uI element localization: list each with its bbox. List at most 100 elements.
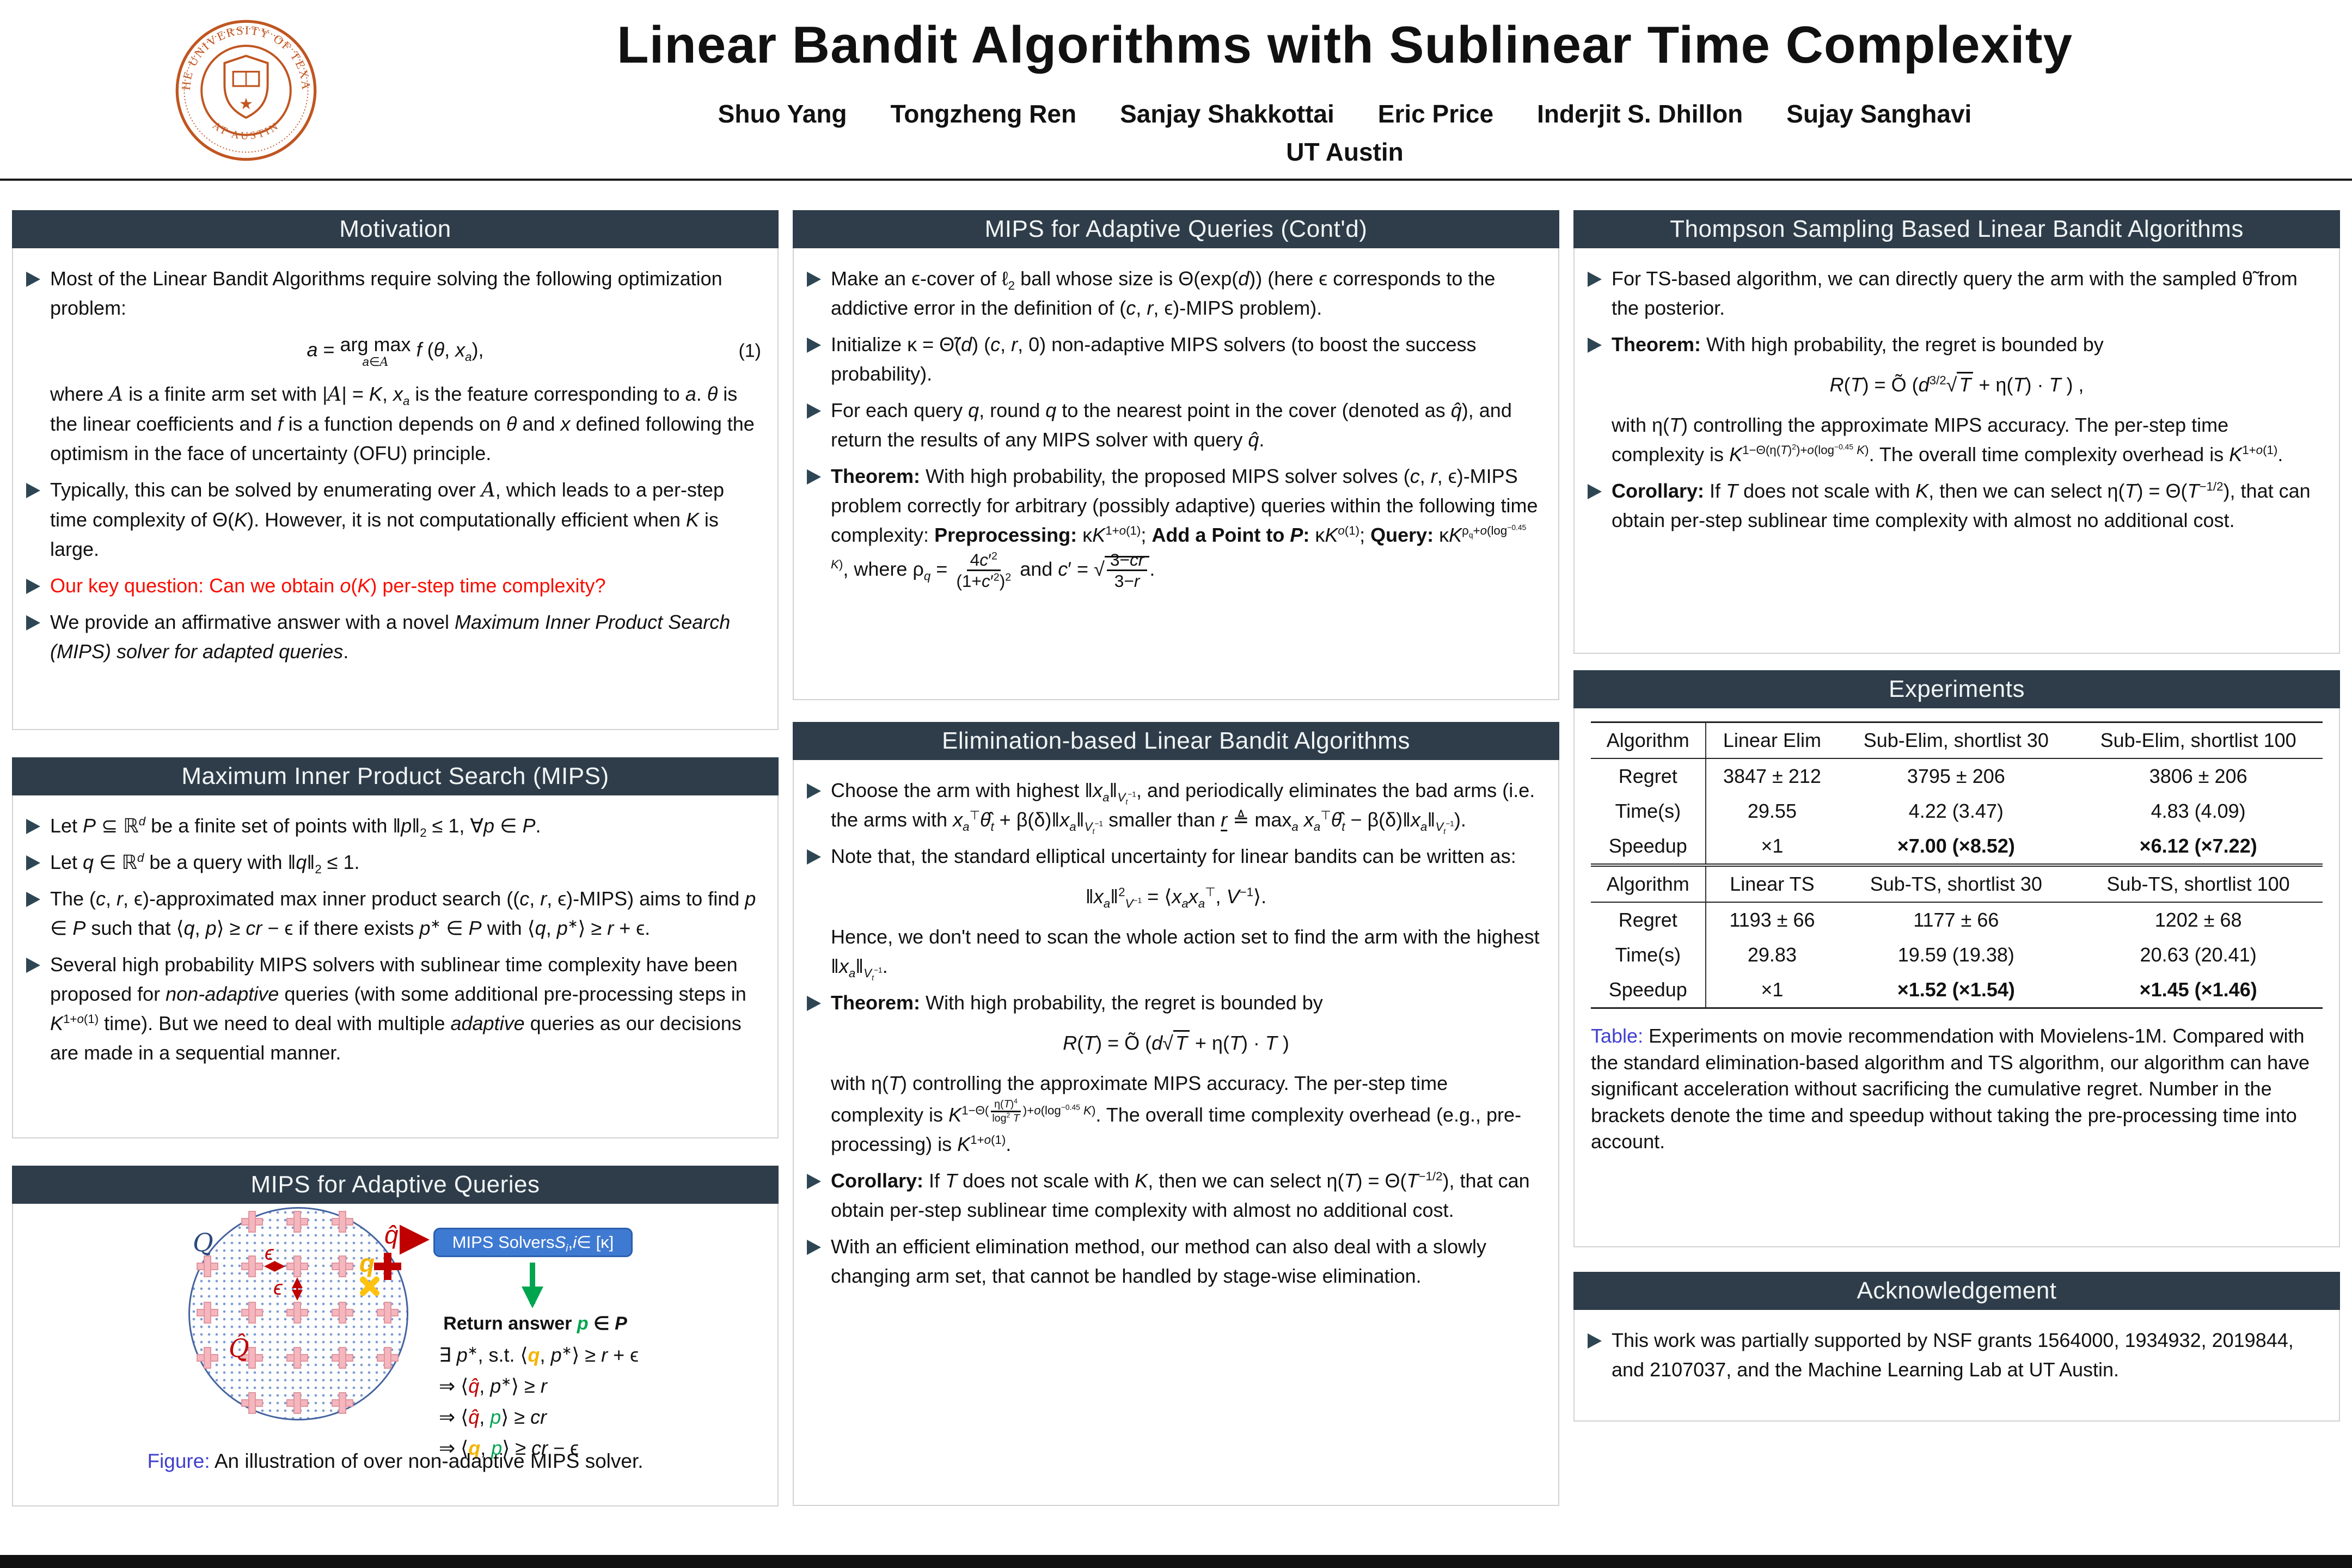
table-cell: 20.63 (20.41) xyxy=(2140,944,2257,966)
implication-line: ⇒ ⟨q̂, p∗⟩ ≥ r xyxy=(439,1374,547,1397)
cover-point-marker xyxy=(377,1347,399,1369)
content-row: For each query q, round q to the nearest… xyxy=(807,396,1545,455)
content-row: Theorem: With high probability, the regr… xyxy=(807,988,1545,1018)
table-cell: Time(s) xyxy=(1591,794,1706,829)
column-right: Thompson Sampling Based Linear Bandit Al… xyxy=(1573,210,2340,1422)
return-answer-text: Return answer p ∈ P xyxy=(443,1313,627,1334)
table-cell: 3795 ± 206 xyxy=(1907,765,2005,787)
table-caption-label: Table: xyxy=(1591,1025,1644,1047)
table-cell: Sub-TS, shortlist 30 xyxy=(1838,863,2074,903)
cover-point-marker xyxy=(377,1302,399,1324)
section-body-experiments: Algorithm Linear Elim Sub-Elim, shortlist … xyxy=(1573,708,2340,1247)
content-row: where A is a finite arm set with |A| = K… xyxy=(50,383,755,465)
table-cell: Linear Elim xyxy=(1705,721,1839,759)
content-row: Make an ϵ-cover of ℓ2 ball whose size is… xyxy=(807,264,1545,323)
bullet-triangle-icon xyxy=(26,819,50,834)
figure-caption: Figure: An illustration of over non-adap… xyxy=(15,1450,775,1473)
experiments-table-rows-ts: Regret 1193 ± 66 1177 ± 66 1202 ± 68 Time(s)… xyxy=(1591,902,2323,1009)
table-cell: Regret xyxy=(1591,902,1706,938)
content-row: We provide an affirmative answer with a … xyxy=(26,608,764,666)
section-experiments: Experiments Algorithm Linear Elim Sub-Elim… xyxy=(1573,670,2340,1247)
cover-point-marker xyxy=(332,1347,353,1369)
section-title-adaptive-queries: MIPS for Adaptive Queries xyxy=(12,1166,779,1204)
bullet-triangle-icon xyxy=(1588,272,1612,287)
table-cell: Algorithm xyxy=(1591,721,1706,759)
content-row: R(T) = Õ (d3/2√ T + η(T) · T ) , xyxy=(1588,370,2326,400)
content-row: Our key question: Can we obtain o(K) per… xyxy=(26,571,764,601)
table-row: Time(s) 29.83 19.59 (19.38) 20.63 (20.41) xyxy=(1591,938,2323,972)
table-cell: 29.83 xyxy=(1747,944,1797,966)
section-title-acknowledgement: Acknowledgement xyxy=(1573,1272,2340,1310)
bullet-triangle-icon xyxy=(26,579,50,595)
table-cell: ×1 xyxy=(1761,835,1784,857)
cover-point-marker xyxy=(197,1255,218,1277)
bullet-triangle-icon xyxy=(26,892,50,907)
cover-point-marker xyxy=(332,1392,353,1414)
content-row: R(T) = Õ (d√ T + η(T) · T ) xyxy=(807,1028,1545,1058)
mips-solvers-box: MIPS Solvers Si , i ∈ [κ] xyxy=(433,1228,633,1257)
table-cell: Sub-TS, shortlist 100 xyxy=(2074,863,2323,903)
table-cell: Sub-Elim, shortlist 100 xyxy=(2074,721,2323,759)
cover-point-marker xyxy=(332,1255,353,1277)
table-cell: Speedup xyxy=(1591,829,1706,865)
cover-point-marker xyxy=(197,1347,218,1369)
author-name: Tongzheng Ren xyxy=(890,100,1077,128)
experiments-table-rows-elim: Regret 3847 ± 212 3795 ± 206 3806 ± 206 Time… xyxy=(1591,758,2323,865)
figure-caption-label: Figure: xyxy=(147,1450,210,1472)
table-cell: Algorithm xyxy=(1591,863,1706,903)
cover-point-marker xyxy=(286,1392,308,1414)
cover-point-marker xyxy=(241,1392,263,1414)
author-name: Inderjit S. Dhillon xyxy=(1537,100,1743,128)
cover-point-marker xyxy=(241,1211,263,1233)
table-row: Algorithm Linear TS Sub-TS, shortlist 30 Su… xyxy=(1591,863,2323,903)
poster-header: THE UNIVERSITY OF TEXAS AT AUSTIN ★ Line… xyxy=(0,0,2352,181)
section-body-mips: Let P ⊆ ℝd be a finite set of points wit… xyxy=(12,795,779,1138)
bullet-triangle-icon xyxy=(1588,1333,1612,1349)
table-cell: 1177 ± 66 xyxy=(1913,909,1999,931)
table-cell: 3806 ± 206 xyxy=(2149,765,2247,787)
cover-point-marker xyxy=(286,1302,308,1324)
section-title-experiments: Experiments xyxy=(1573,670,2340,708)
experiments-table-header-elim: Algorithm Linear Elim Sub-Elim, shortlist … xyxy=(1591,721,2323,759)
content-row: Let P ⊆ ℝd be a finite set of points wit… xyxy=(26,811,764,841)
content-row: Most of the Linear Bandit Algorithms req… xyxy=(26,264,764,323)
table-cell: 29.55 xyxy=(1747,800,1797,822)
column-middle: MIPS for Adaptive Queries (Cont'd) Make … xyxy=(793,210,1559,1506)
table-cell: Linear TS xyxy=(1705,863,1839,903)
content-row: Initialize κ = Θ̃(d) (c, r, 0) non-adapt… xyxy=(807,330,1545,389)
content-row: Theorem: With high probability, the regr… xyxy=(1588,330,2326,359)
content-row: Theorem: With high probability, the prop… xyxy=(807,462,1545,591)
section-body-thompson-sampling: For TS-based algorithm, we can directly … xyxy=(1573,248,2340,654)
section-body-adaptive-contd: Make an ϵ-cover of ℓ2 ball whose size is… xyxy=(793,248,1559,700)
cover-point-marker xyxy=(332,1211,353,1233)
implication-line: ⇒ ⟨q, p⟩ ≥ cr − ϵ xyxy=(439,1436,579,1459)
seal-star-icon: ★ xyxy=(239,95,253,113)
section-body-elimination: Choose the arm with highest ‖xa‖Vt−1, an… xyxy=(793,760,1559,1506)
content-row: Choose the arm with highest ‖xa‖Vt−1, an… xyxy=(807,776,1545,835)
label-epsilon-horizontal: ϵ xyxy=(265,1242,274,1265)
bullet-triangle-icon xyxy=(807,272,831,287)
section-body-motivation: Most of the Linear Bandit Algorithms req… xyxy=(12,248,779,730)
cover-point-marker xyxy=(286,1255,308,1277)
table-caption-text: Experiments on movie recommendation with… xyxy=(1591,1025,2310,1153)
cover-point-marker xyxy=(286,1211,308,1233)
section-title-elimination: Elimination-based Linear Bandit Algorith… xyxy=(793,722,1559,760)
bullet-triangle-icon xyxy=(807,1173,831,1189)
table-row: Regret 1193 ± 66 1177 ± 66 1202 ± 68 xyxy=(1591,902,2323,938)
affiliation: UT Austin xyxy=(1286,138,1404,166)
section-elimination: Elimination-based Linear Bandit Algorith… xyxy=(793,722,1559,1506)
bullet-triangle-icon xyxy=(807,996,831,1011)
authors-line: Shuo Yang Tongzheng Ren Sanjay Shakkottai E… xyxy=(348,99,2341,128)
bullet-triangle-icon xyxy=(26,958,50,973)
table-cell: 19.59 (19.38) xyxy=(1897,944,2014,966)
table-cell: ×6.12 (×7.22) xyxy=(2139,835,2257,857)
bullet-triangle-icon xyxy=(26,272,50,287)
label-q: q xyxy=(359,1249,375,1277)
table-row: Regret 3847 ± 212 3795 ± 206 3806 ± 206 xyxy=(1591,758,2323,794)
table-row: Time(s) 29.55 4.22 (3.47) 4.83 (4.09) xyxy=(1591,794,2323,829)
bullet-triangle-icon xyxy=(807,849,831,865)
experiments-table-header-ts: Algorithm Linear TS Sub-TS, shortlist 30 Su… xyxy=(1591,863,2323,903)
section-mips: Maximum Inner Product Search (MIPS) Let … xyxy=(12,757,779,1138)
bullet-triangle-icon xyxy=(26,483,50,499)
